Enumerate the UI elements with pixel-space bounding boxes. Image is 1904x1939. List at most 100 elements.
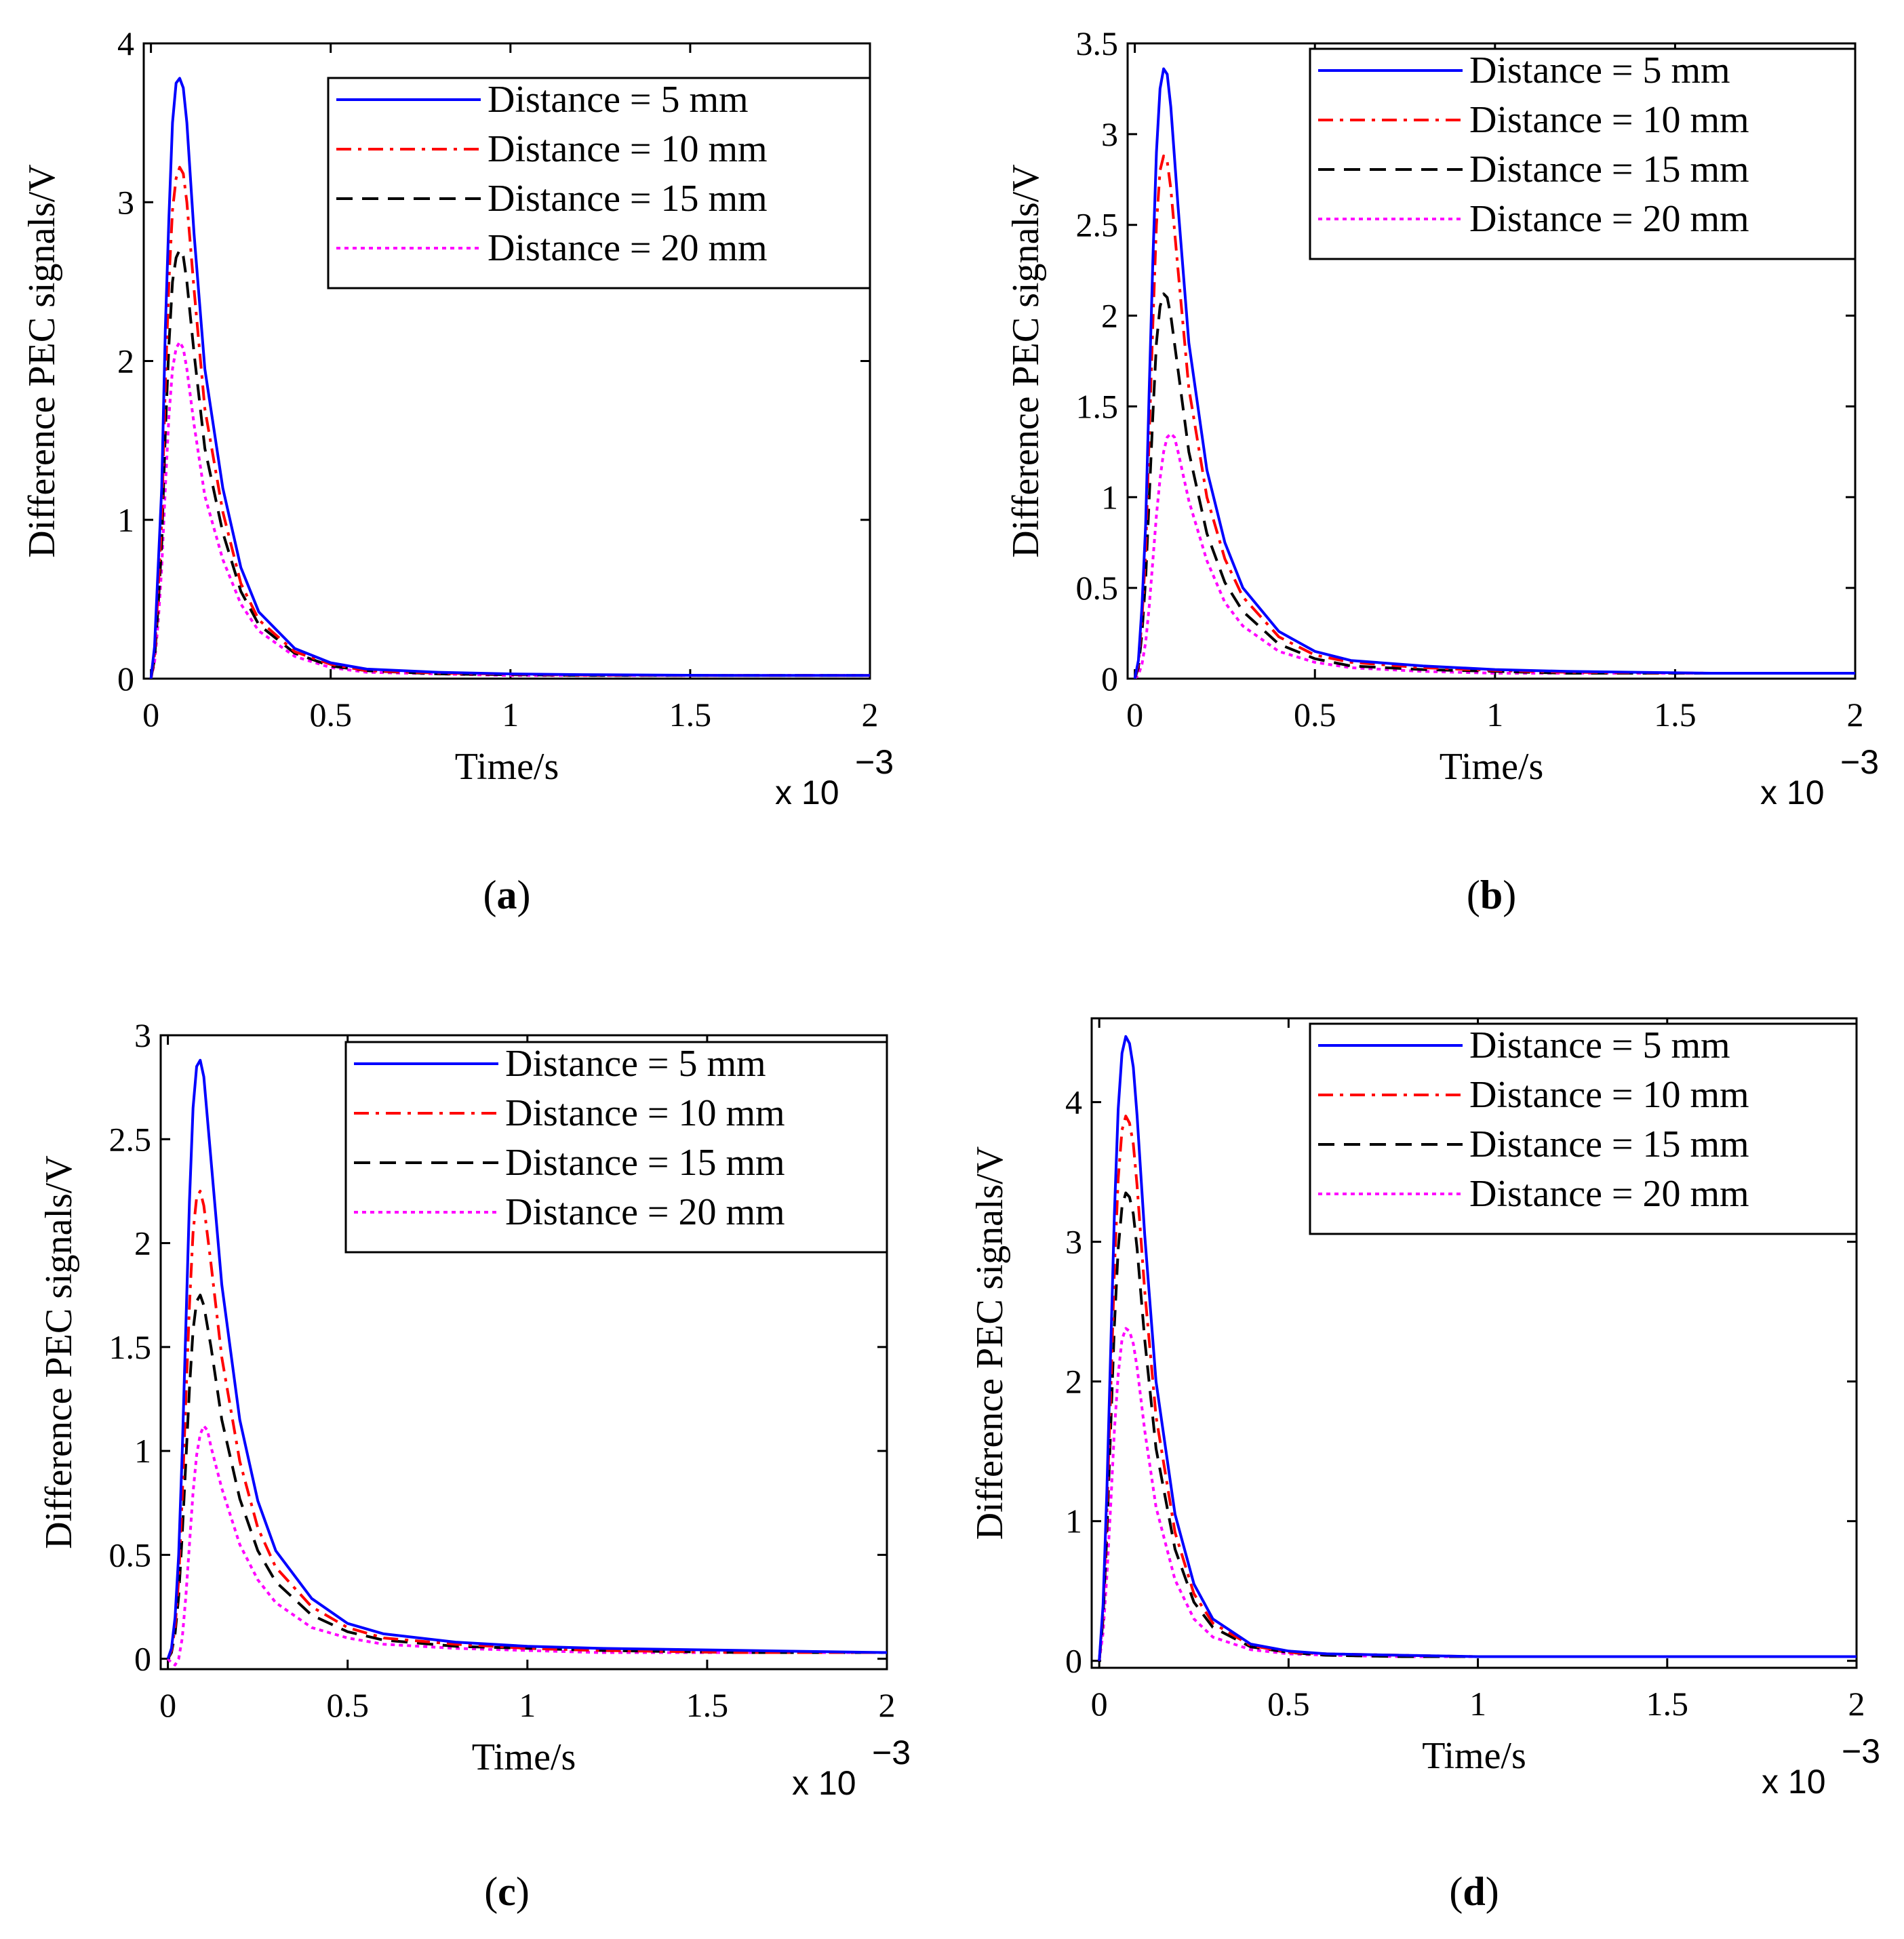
x-tick-label: 0.5 [326,1686,369,1724]
x-axis-title: Time/s [1440,746,1544,788]
x-tick-label: 2 [879,1686,896,1724]
x-tick-label: 1.5 [1654,696,1697,734]
series-line-15mm [166,1294,887,1660]
series-group [1098,1035,1857,1661]
x-tick-label: 0 [159,1686,176,1724]
y-tick-label: 2 [1065,1363,1082,1401]
chart-panel-d: 0 0.5 1 1.5 2 0 1 2 3 4 Time/s x 10 −3 Difference PEC… [969,1017,1880,1914]
x-multiplier-label: x 10 [1762,1763,1826,1801]
series-line-5mm [1133,67,1855,679]
x-axis-title: Time/s [455,746,559,788]
y-tick-label: 1 [117,501,134,539]
x-tick-label: 0.5 [1267,1685,1310,1723]
legend: Distance = 5 mm Distance = 10 mm Distance … [1309,1022,1858,1235]
panel-letter: c [498,1869,516,1914]
y-axis-title: Difference PEC signals/V [1005,164,1047,558]
legend-entry-label: Distance = 10 mm [1469,99,1749,141]
series-line-5mm [1098,1035,1857,1661]
series-line-5mm [149,77,870,679]
series-line-15mm [149,248,870,679]
panel-letter: d [1463,1869,1485,1914]
panel-label: (c) [484,1869,530,1914]
y-tick-label: 2.5 [1076,206,1119,244]
y-tick-label: 3.5 [1076,24,1119,62]
y-tick-label: 2 [134,1224,151,1262]
y-tick-label: 4 [1065,1083,1082,1121]
series-line-15mm [1098,1191,1857,1661]
y-tick-label: 2.5 [109,1120,152,1158]
legend-box [344,1041,888,1254]
legend: Distance = 5 mm Distance = 10 mm Distance … [1309,47,1857,260]
x-axis-title: Time/s [472,1736,576,1778]
y-tick-label: 0.5 [109,1536,152,1574]
x-multiplier-exponent: −3 [1842,1732,1880,1770]
y-tick-label: 0 [1065,1642,1082,1680]
y-tick-label: 2 [117,342,134,380]
y-tick-label: 0.5 [1076,569,1119,607]
x-tick-label: 0.5 [1294,696,1336,734]
chart-panel-b: 0 0.5 1 1.5 2 0 0.5 1 1.5 2 2.5 3 3.5 Time/s x 10 −3 Dif… [1005,24,1879,917]
legend-entry-label: Distance = 15 mm [1469,148,1749,191]
x-tick-label: 2 [1847,696,1864,734]
y-axis-title: Difference PEC signals/V [969,1146,1011,1540]
x-tick-label: 0.5 [309,696,352,734]
panel-letter: b [1480,873,1503,917]
x-tick-label: 0 [1091,1685,1108,1723]
series-line-10mm [166,1189,887,1660]
panel-label: (d) [1449,1869,1499,1914]
series-line-20mm [149,340,870,679]
x-tick-label: 0 [142,696,159,734]
chart-panel-c: 0 0.5 1 1.5 2 0 0.5 1 1.5 2 2.5 3 Time/s x 10 −3 Differ… [38,1016,911,1914]
legend: Distance = 5 mm Distance = 10 mm Distance … [344,1041,888,1254]
y-tick-label: 1.5 [109,1328,152,1366]
x-tick-label: 1.5 [686,1686,729,1724]
legend-entry-label: Distance = 10 mm [505,1092,785,1134]
legend-entry-label: Distance = 5 mm [488,79,749,121]
y-tick-label: 3 [134,1016,151,1054]
legend-entry-label: Distance = 10 mm [488,128,768,170]
plot-area-frame [1090,1017,1858,1669]
legend-entry-label: Distance = 20 mm [505,1191,785,1233]
series-line-20mm [167,1424,887,1666]
x-multiplier-exponent: −3 [872,1734,911,1772]
x-multiplier-label: x 10 [1760,774,1825,812]
x-tick-label: 2 [862,696,879,734]
y-tick-label: 3 [117,183,134,221]
series-line-20mm [1134,432,1855,679]
y-tick-label: 1 [134,1432,151,1470]
legend: Distance = 5 mm Distance = 10 mm Distance … [327,77,871,289]
panel-label: (b) [1467,873,1516,917]
x-tick-label: 1 [1469,1685,1486,1723]
x-tick-label: 1 [1486,696,1503,734]
plot-area-frame [1126,42,1857,680]
series-group [1133,67,1855,679]
x-tick-label: 0 [1126,696,1143,734]
series-group [166,1058,887,1666]
y-tick-label: 4 [117,24,134,62]
x-multiplier-label: x 10 [775,774,839,812]
legend-entry-label: Distance = 10 mm [1469,1074,1749,1116]
legend-entry-label: Distance = 5 mm [1469,1024,1730,1066]
x-tick-label: 1.5 [1646,1685,1689,1723]
x-tick-label: 1 [502,696,519,734]
y-tick-label: 1.5 [1076,387,1119,425]
y-tick-label: 1 [1101,478,1118,516]
panel-letter: a [497,873,517,917]
legend-entry-label: Distance = 20 mm [1469,198,1749,240]
legend-box [327,77,871,289]
y-tick-label: 0 [117,660,134,698]
panel-label: (a) [483,873,531,917]
y-tick-label: 3 [1065,1223,1082,1261]
legend-entry-label: Distance = 15 mm [505,1142,785,1184]
series-line-15mm [1133,292,1855,679]
y-tick-label: 3 [1101,115,1118,153]
y-tick-label: 1 [1065,1502,1082,1540]
legend-box [1309,1022,1858,1235]
legend-box [1309,47,1857,260]
y-axis-title: Difference PEC signals/V [21,164,63,558]
legend-entry-label: Distance = 5 mm [1469,49,1730,92]
legend-entry-label: Distance = 15 mm [488,178,768,220]
x-tick-label: 1.5 [669,696,712,734]
x-multiplier-label: x 10 [792,1764,856,1802]
